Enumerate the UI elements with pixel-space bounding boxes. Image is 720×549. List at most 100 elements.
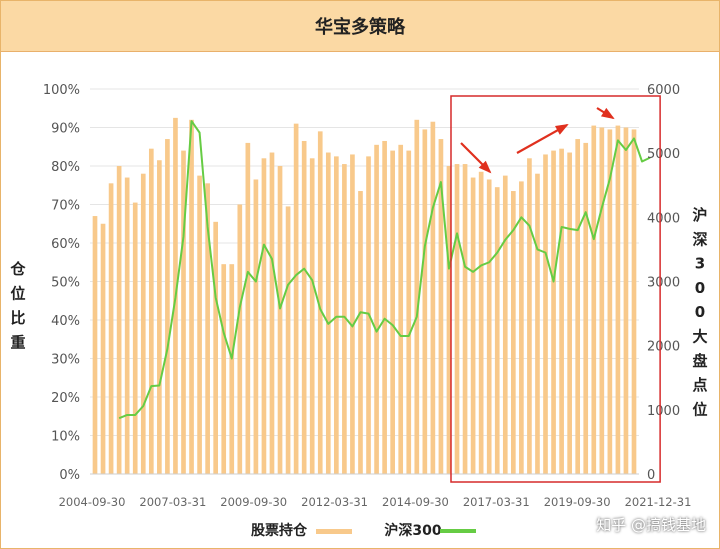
bar [510, 191, 516, 474]
y-left-tick-label: 80% [51, 160, 80, 175]
x-tick-label: 2007-03-31 [139, 495, 206, 509]
bar [165, 139, 170, 475]
legend-label-stock: 股票持仓 [251, 522, 308, 539]
bar [229, 264, 235, 474]
annotation-arrowhead [555, 124, 569, 135]
bar [148, 148, 154, 475]
bar [631, 129, 637, 475]
bar [132, 202, 138, 474]
x-tick-label: 2019-09-30 [544, 495, 611, 509]
y-right-tick-label: 4000 [647, 211, 680, 226]
axis-title-char: 比 [10, 309, 25, 327]
bar [277, 166, 283, 474]
bar [261, 158, 267, 475]
bar [559, 148, 564, 475]
bar [494, 187, 500, 475]
bar [181, 150, 186, 474]
y-right-tick-label: 5000 [647, 147, 680, 162]
watermark: 知乎 @搞钱基地 [596, 516, 706, 534]
bar [213, 221, 219, 474]
bar [325, 152, 331, 474]
bar [205, 183, 210, 474]
y-left-tick-label: 100% [43, 83, 80, 98]
bar [140, 173, 146, 474]
highlight-box [450, 95, 661, 483]
y-left-tick-label: 20% [51, 391, 80, 406]
bar-series [92, 117, 637, 475]
bar [430, 121, 436, 474]
bar [309, 158, 315, 475]
bar [221, 264, 227, 474]
bar [382, 140, 387, 474]
bar [374, 144, 379, 474]
bar [116, 166, 122, 474]
x-tick-label: 2017-03-31 [463, 495, 530, 509]
bar [454, 164, 460, 474]
y-left-tick-label: 40% [51, 314, 80, 329]
bar [567, 152, 572, 474]
bar [519, 181, 524, 474]
bar [486, 179, 492, 474]
x-tick-label: 2004-09-30 [59, 495, 126, 509]
bar [438, 139, 444, 475]
annotation-arrowhead [601, 107, 615, 120]
axes: 0% 10% 20% 30% 40% 50% 60% 70% 80% 90% 100% 0 1000 20… [9, 83, 707, 509]
y-right-tick-label: 1000 [647, 404, 680, 419]
annotation-arrowhead [478, 160, 492, 174]
axis-title-char: 仓 [9, 260, 26, 278]
x-tick-label: 2014-09-30 [382, 495, 449, 509]
bar [583, 142, 589, 474]
bar [317, 131, 323, 474]
bar [108, 183, 114, 474]
line-series [118, 120, 651, 420]
y-left-tick-label: 0% [59, 468, 80, 483]
bar [245, 142, 251, 474]
bar [350, 154, 355, 474]
bar [100, 223, 106, 474]
bar [301, 140, 307, 474]
annotations [450, 95, 661, 483]
bar [197, 175, 202, 474]
x-tick-label: 2021-12-31 [625, 495, 692, 509]
axis-title-char: 大 [692, 328, 707, 346]
bar [269, 152, 275, 474]
axis-title-char: 0 [695, 303, 705, 321]
hs300-line [118, 120, 651, 420]
bar [157, 160, 162, 474]
axis-title-char: 3 [695, 255, 705, 273]
axis-title-char: 位 [10, 285, 25, 303]
axis-title-char: 盘 [692, 352, 707, 370]
x-tick-label: 2012-03-31 [301, 495, 368, 509]
bar [551, 150, 556, 474]
bar [422, 129, 428, 475]
bar [470, 177, 476, 475]
y-left-tick-label: 90% [51, 122, 80, 137]
bar [293, 123, 299, 475]
bar [478, 171, 484, 474]
bar [623, 127, 629, 474]
bar [502, 175, 508, 474]
bar [527, 158, 532, 475]
y-left-tick-label: 10% [51, 430, 80, 445]
legend-swatch-stock [316, 529, 352, 534]
y-left-tick-label: 60% [51, 237, 80, 252]
y-right-tick-label: 0 [647, 468, 655, 483]
axis-title-char: 重 [10, 334, 25, 352]
bar [285, 206, 291, 475]
bar [398, 144, 404, 474]
y-right-tick-label: 3000 [647, 276, 680, 291]
legend-label-hs300: 沪深300 [384, 522, 441, 539]
bar [535, 173, 540, 474]
y-left-tick-label: 70% [51, 199, 80, 214]
axis-title-char: 沪 [692, 206, 707, 224]
bar [406, 150, 412, 474]
axis-title-char: 点 [692, 376, 707, 394]
bar [342, 164, 347, 474]
x-tick-label: 2009-09-30 [220, 495, 287, 509]
gridlines [90, 88, 639, 475]
bar [237, 204, 243, 474]
bar [607, 129, 613, 475]
legend: 股票持仓 沪深300 [251, 522, 476, 539]
